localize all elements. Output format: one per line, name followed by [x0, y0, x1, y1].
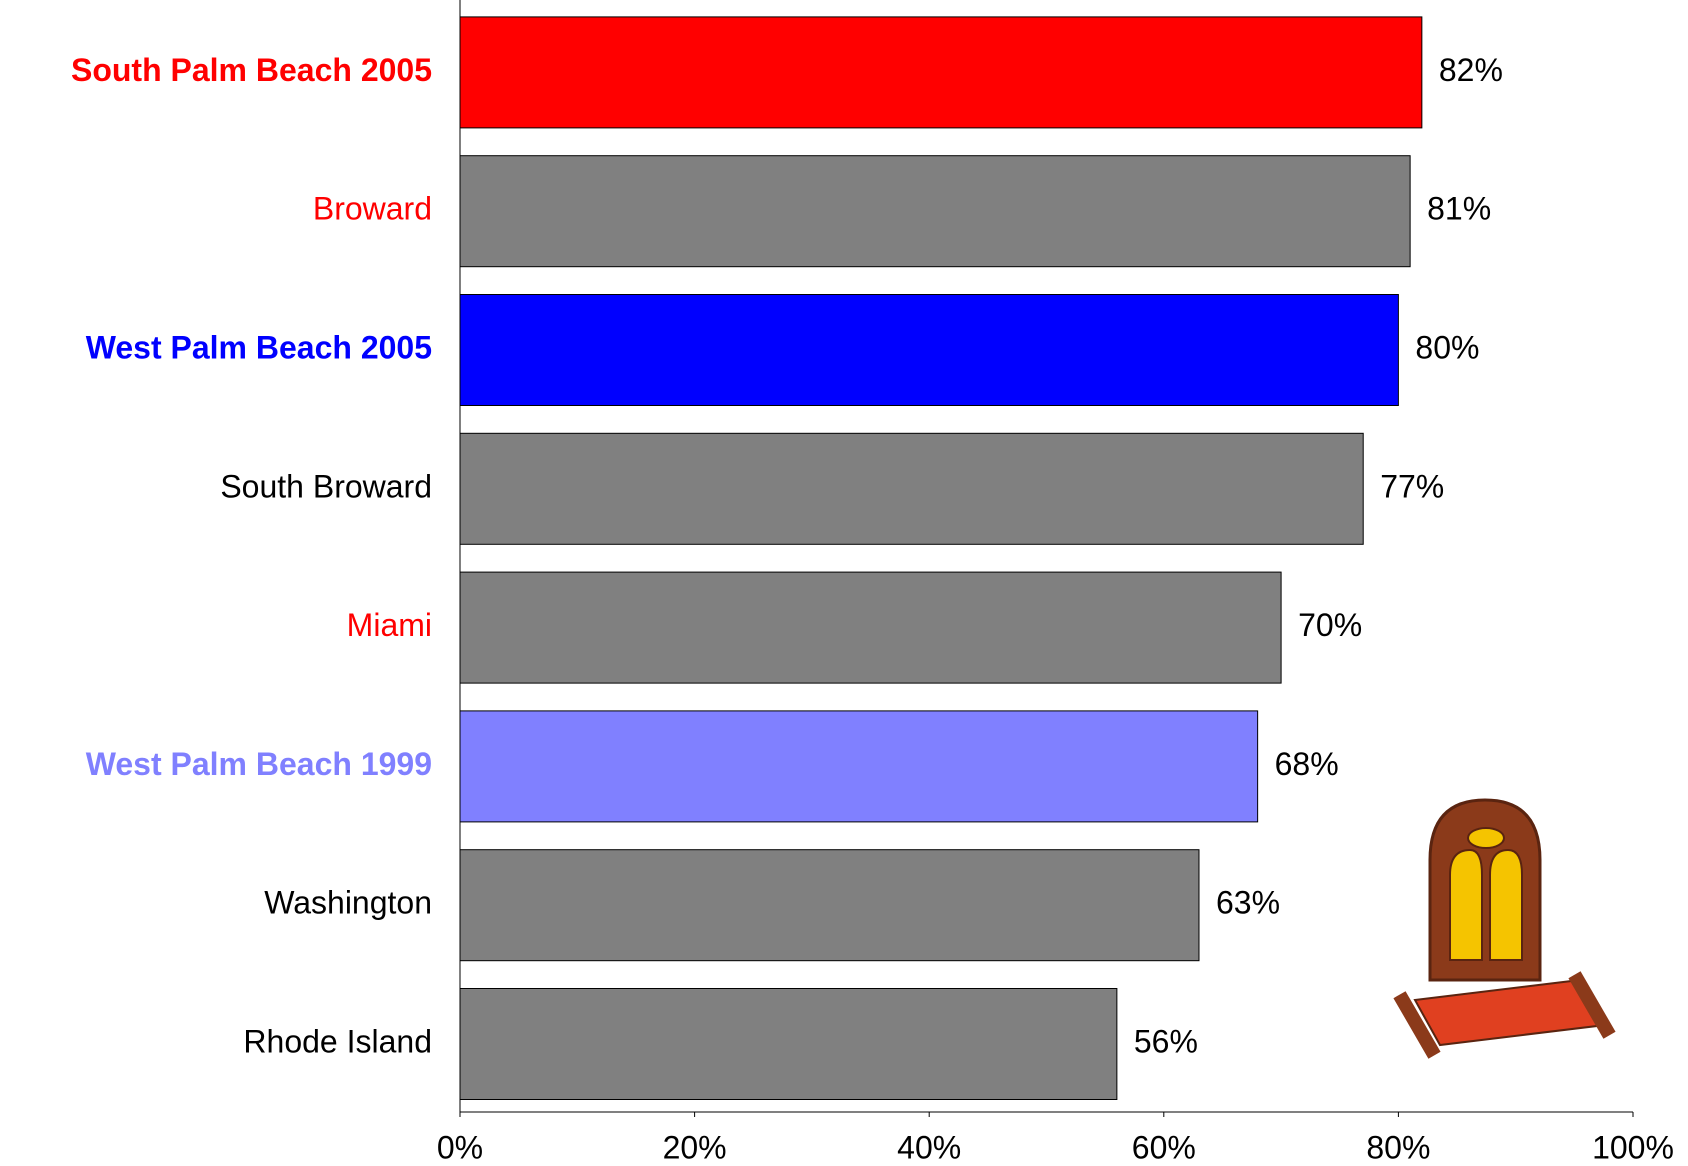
y-tick-label: West Palm Beach 2005	[86, 329, 432, 365]
bar	[459, 571, 1282, 684]
y-tick-label: Washington	[264, 885, 432, 921]
ark-illustration	[1393, 798, 1616, 1059]
y-tick-label: Rhode Island	[243, 1023, 432, 1059]
y-tick-label: West Palm Beach 1999	[86, 746, 432, 782]
y-tick-label: Broward	[313, 191, 432, 227]
value-label: 81%	[1427, 191, 1491, 227]
value-label: 63%	[1216, 885, 1280, 921]
value-label: 56%	[1134, 1023, 1198, 1059]
value-label: 80%	[1415, 329, 1479, 365]
x-tick-label: 100%	[1592, 1129, 1674, 1165]
x-tick-label: 0%	[437, 1129, 483, 1165]
bar	[459, 16, 1423, 129]
x-tick-label: 40%	[897, 1129, 961, 1165]
value-label: 82%	[1439, 52, 1503, 88]
value-label: 68%	[1275, 746, 1339, 782]
x-tick-label: 20%	[663, 1129, 727, 1165]
x-tick-label: 80%	[1366, 1129, 1430, 1165]
value-label: 70%	[1298, 607, 1362, 643]
bar	[459, 155, 1411, 268]
bar	[459, 432, 1364, 545]
bar	[459, 294, 1399, 406]
y-tick-label: South Broward	[220, 468, 432, 504]
bar	[459, 849, 1200, 962]
x-tick-label: 60%	[1132, 1129, 1196, 1165]
value-label: 77%	[1380, 468, 1444, 504]
bar	[459, 710, 1259, 823]
y-tick-label: Miami	[347, 607, 432, 643]
y-tick-label: South Palm Beach 2005	[71, 52, 432, 88]
bar	[459, 988, 1118, 1100]
